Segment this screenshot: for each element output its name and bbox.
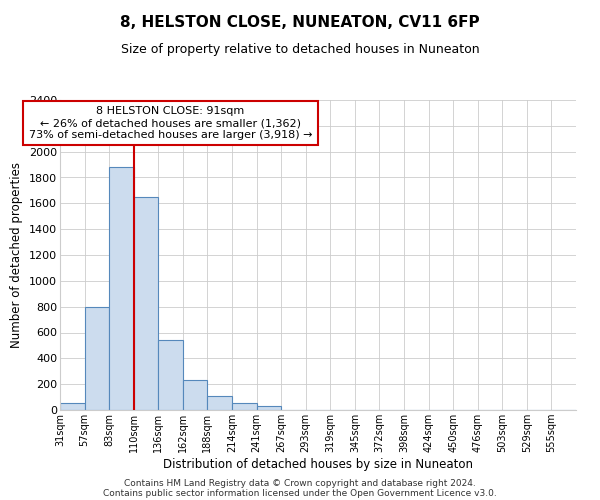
Bar	[257, 406, 281, 410]
Text: 8 HELSTON CLOSE: 91sqm
← 26% of detached houses are smaller (1,362)
73% of semi-: 8 HELSTON CLOSE: 91sqm ← 26% of detached…	[29, 106, 313, 140]
Bar	[134, 197, 158, 410]
Text: Contains public sector information licensed under the Open Government Licence v3: Contains public sector information licen…	[103, 488, 497, 498]
Y-axis label: Number of detached properties: Number of detached properties	[10, 162, 23, 348]
Bar	[60, 403, 85, 410]
X-axis label: Distribution of detached houses by size in Nuneaton: Distribution of detached houses by size …	[163, 458, 473, 471]
Text: 8, HELSTON CLOSE, NUNEATON, CV11 6FP: 8, HELSTON CLOSE, NUNEATON, CV11 6FP	[120, 15, 480, 30]
Bar	[208, 396, 232, 410]
Bar	[109, 167, 134, 410]
Text: Size of property relative to detached houses in Nuneaton: Size of property relative to detached ho…	[121, 42, 479, 56]
Text: Contains HM Land Registry data © Crown copyright and database right 2024.: Contains HM Land Registry data © Crown c…	[124, 478, 476, 488]
Bar	[232, 403, 257, 410]
Bar	[183, 380, 208, 410]
Bar	[85, 306, 109, 410]
Bar	[158, 340, 183, 410]
